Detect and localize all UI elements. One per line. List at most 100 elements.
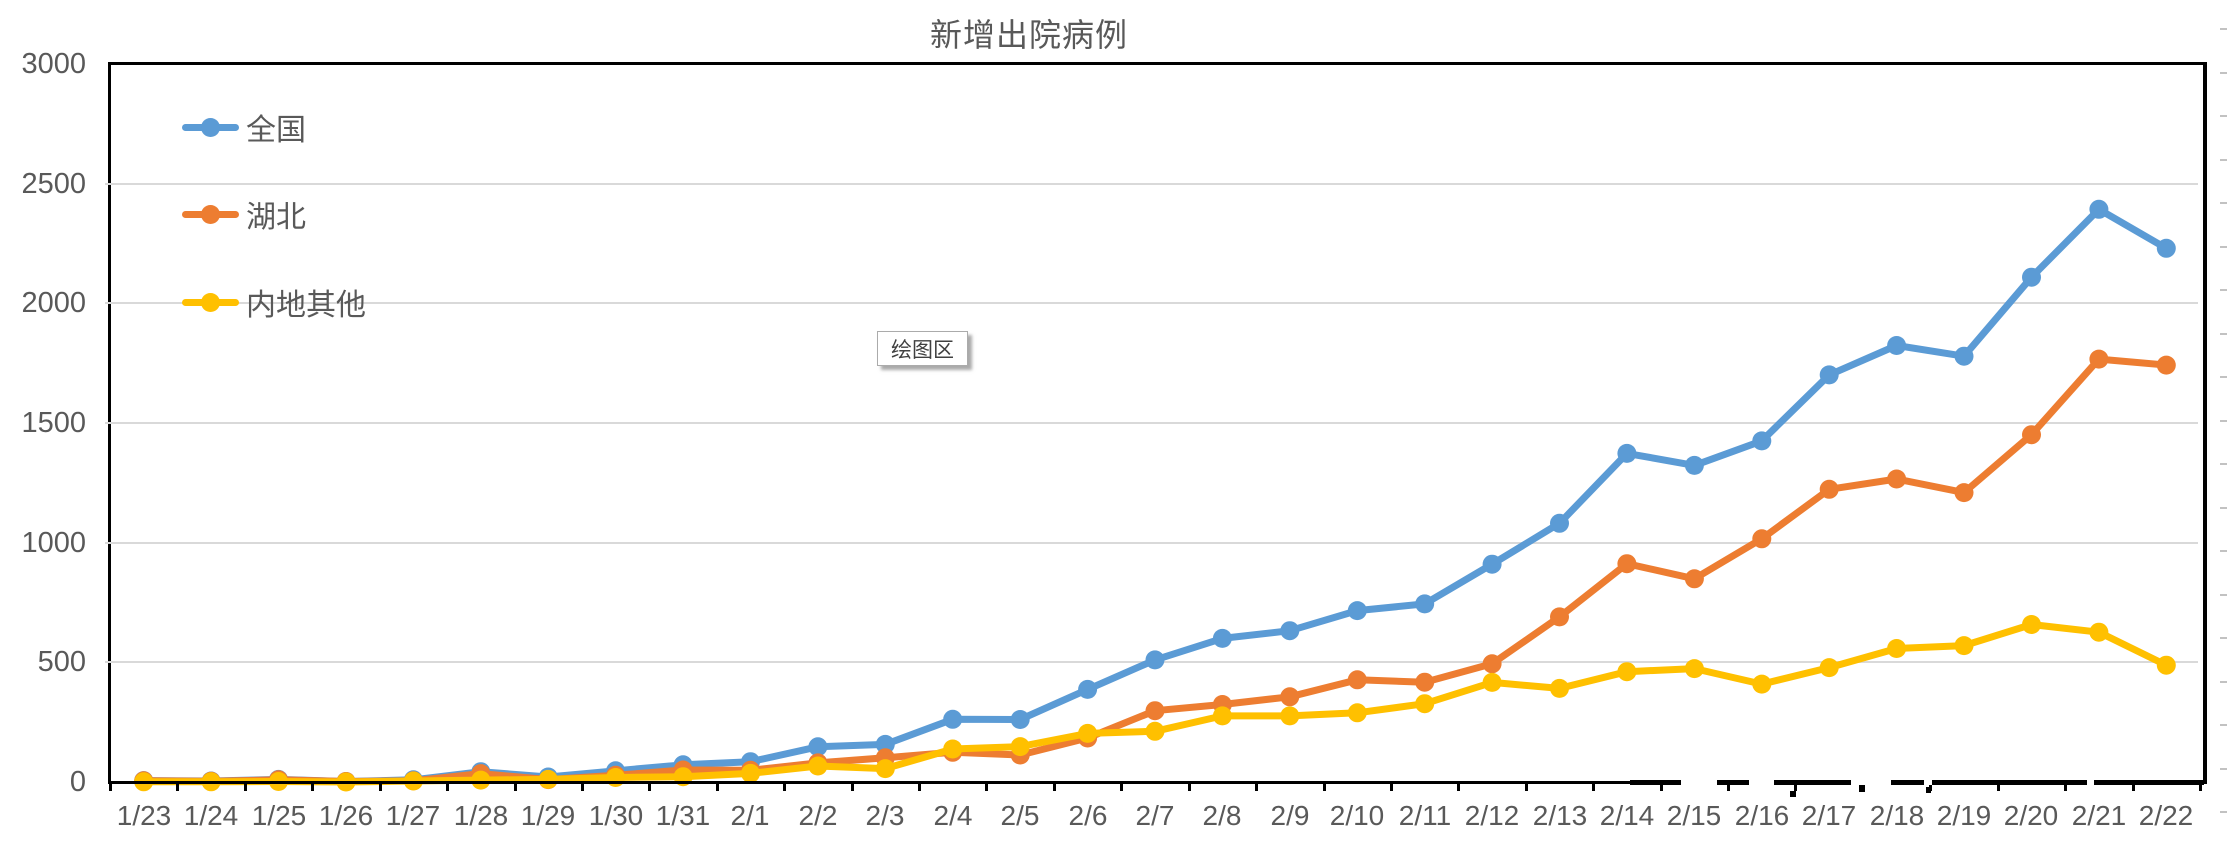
x-axis-label: 1/30 — [588, 800, 644, 831]
data-point[interactable] — [1752, 529, 1772, 549]
data-point[interactable] — [808, 737, 828, 757]
data-point[interactable] — [1550, 678, 1569, 698]
x-axis-label: 2/5 — [1000, 800, 1040, 831]
legend-item-other[interactable]: 内地其他 — [182, 285, 366, 322]
data-point[interactable] — [2156, 655, 2176, 675]
worksheet-row-mark — [2220, 681, 2227, 683]
legend-item-hubei[interactable]: 湖北 — [182, 197, 306, 234]
data-point[interactable] — [1819, 479, 1839, 499]
data-point[interactable] — [538, 769, 558, 789]
data-point[interactable] — [1482, 654, 1502, 674]
y-axis-label: 3000 — [21, 48, 86, 80]
data-point[interactable] — [2022, 615, 2041, 634]
worksheet-row-mark — [2220, 28, 2227, 30]
data-point[interactable] — [1212, 628, 1232, 648]
data-point[interactable] — [1819, 658, 1839, 678]
series-line-other[interactable] — [134, 615, 2176, 792]
data-point[interactable] — [1482, 672, 1502, 692]
data-point[interactable] — [2089, 622, 2109, 642]
data-point[interactable] — [2022, 267, 2041, 287]
x-axis-label: 2/6 — [1068, 800, 1108, 831]
data-point[interactable] — [1954, 636, 1974, 656]
data-point[interactable] — [1145, 650, 1165, 670]
x-axis-tick — [2064, 782, 2067, 791]
data-point[interactable] — [1482, 554, 1502, 574]
data-point[interactable] — [1819, 365, 1839, 385]
data-point[interactable] — [1550, 607, 1569, 627]
data-point[interactable] — [1415, 694, 1435, 714]
data-point[interactable] — [1617, 443, 1637, 463]
x-axis-tick — [985, 782, 988, 791]
data-point[interactable] — [1684, 455, 1704, 475]
x-axis-tick — [2199, 782, 2202, 791]
data-point[interactable] — [1887, 469, 1907, 489]
gridline-2500 — [105, 183, 2198, 185]
data-point[interactable] — [1550, 513, 1569, 533]
x-axis-tick — [1592, 782, 1595, 791]
data-point[interactable] — [1347, 670, 1367, 690]
legend-item-national[interactable]: 全国 — [182, 110, 306, 147]
x-axis-label: 2/9 — [1270, 800, 1310, 831]
data-point[interactable] — [1078, 679, 1098, 699]
data-point[interactable] — [1415, 594, 1435, 614]
x-axis-label: 2/20 — [2003, 800, 2059, 831]
data-point[interactable] — [1954, 346, 1974, 366]
x-axis-tick — [311, 782, 314, 791]
data-point[interactable] — [606, 768, 626, 787]
y-axis-label: 2500 — [21, 168, 86, 200]
legend-marker-icon — [182, 285, 239, 319]
worksheet-row-mark — [2220, 463, 2227, 465]
data-point[interactable] — [1078, 723, 1098, 743]
x-axis-tick — [581, 782, 584, 791]
data-point[interactable] — [1145, 701, 1165, 721]
data-point[interactable] — [943, 739, 963, 759]
x-axis-label: 1/29 — [520, 800, 576, 831]
data-point[interactable] — [1684, 569, 1704, 589]
chart-title[interactable]: 新增出院病例 — [929, 17, 1128, 53]
data-point[interactable] — [1887, 639, 1907, 658]
data-point[interactable] — [1280, 621, 1300, 641]
data-point[interactable] — [1280, 687, 1300, 707]
worksheet-row-mark — [2220, 246, 2227, 248]
data-point[interactable] — [471, 770, 491, 790]
data-point[interactable] — [1212, 706, 1232, 726]
data-point[interactable] — [2156, 355, 2176, 375]
x-axis-label: 2/18 — [1869, 800, 1925, 831]
data-point[interactable] — [2089, 199, 2109, 219]
data-point[interactable] — [2089, 349, 2109, 369]
x-axis-label: 2/4 — [933, 800, 973, 831]
data-point[interactable] — [1010, 710, 1030, 729]
x-axis-tick — [1929, 782, 1932, 791]
data-point[interactable] — [1010, 737, 1030, 757]
data-point[interactable] — [1347, 703, 1367, 723]
data-point[interactable] — [943, 709, 963, 729]
data-point[interactable] — [808, 756, 828, 776]
data-point[interactable] — [2156, 238, 2176, 258]
data-point[interactable] — [1145, 721, 1165, 741]
data-point[interactable] — [1280, 706, 1300, 726]
data-point[interactable] — [1752, 431, 1772, 451]
data-point[interactable] — [1752, 674, 1772, 694]
plot-area-tooltip: 绘图区 — [877, 331, 968, 366]
y-axis-label: 2000 — [21, 287, 86, 319]
legend-label: 湖北 — [246, 201, 306, 234]
data-point[interactable] — [2022, 425, 2041, 445]
data-point[interactable] — [1617, 662, 1637, 682]
data-point[interactable] — [875, 734, 895, 754]
y-axis-label: 500 — [37, 646, 86, 678]
data-point[interactable] — [1887, 336, 1907, 355]
worksheet-row-mark — [2220, 724, 2227, 726]
data-point[interactable] — [1617, 554, 1637, 574]
data-point[interactable] — [1954, 483, 1974, 503]
data-point[interactable] — [1684, 659, 1704, 679]
x-axis-line[interactable] — [108, 781, 2204, 784]
data-point[interactable] — [1347, 601, 1367, 621]
data-point[interactable] — [1415, 672, 1435, 692]
data-point[interactable] — [741, 763, 760, 783]
worksheet-row-mark — [2220, 637, 2227, 639]
x-axis-tick — [1053, 782, 1056, 791]
data-point[interactable] — [875, 759, 895, 779]
gridline-1000 — [105, 542, 2198, 544]
